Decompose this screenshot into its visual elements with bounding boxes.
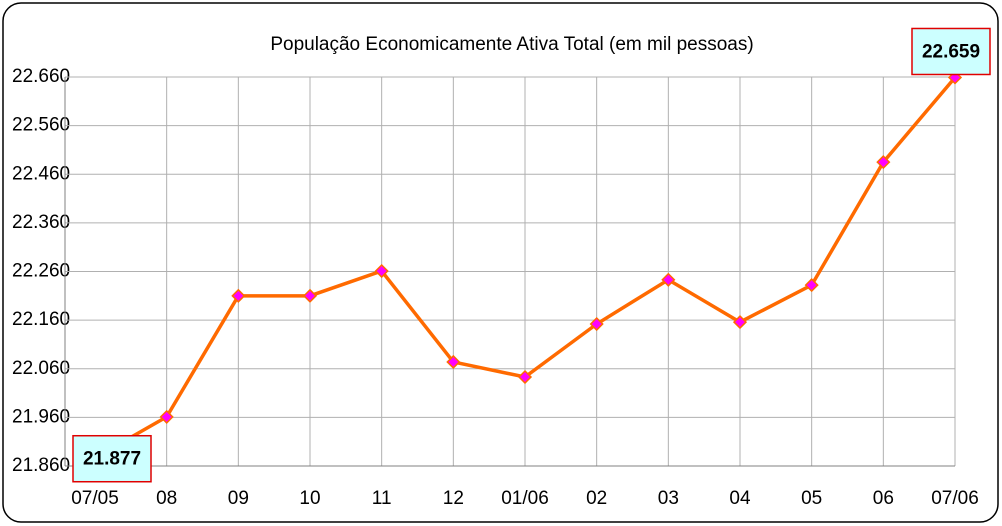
- x-tick-label: 05: [801, 488, 822, 509]
- x-tick-label: 07/05: [71, 488, 119, 509]
- data-label-box: [911, 27, 991, 76]
- y-tick-label: 21.960: [12, 406, 70, 427]
- marker: [732, 315, 748, 330]
- y-tick-label: 22.160: [12, 309, 70, 330]
- y-tick-label: 21.860: [12, 455, 70, 476]
- x-tick-label: 04: [729, 488, 751, 509]
- x-tick-label: 08: [156, 488, 177, 509]
- x-tick-label: 09: [228, 488, 249, 509]
- y-tick-label: 22.260: [12, 261, 70, 282]
- x-tick-label: 07/06: [931, 488, 979, 509]
- y-tick-label: 22.560: [12, 115, 70, 136]
- y-tick-label: 22.660: [12, 66, 70, 87]
- marker: [517, 369, 533, 385]
- data-label: 21.877: [83, 449, 141, 470]
- marker: [661, 272, 676, 287]
- data-label-box: [72, 434, 152, 483]
- x-tick-label: 02: [586, 488, 607, 509]
- y-tick-label: 22.360: [12, 212, 70, 233]
- x-tick-label: 06: [873, 488, 894, 509]
- marker: [374, 263, 389, 279]
- x-tick-label: 03: [658, 488, 679, 509]
- chart-title: População Economicamente Ativa Total (em…: [270, 34, 753, 55]
- y-tick-label: 22.060: [12, 358, 70, 379]
- marker: [589, 316, 604, 332]
- x-tick-label: 10: [299, 488, 320, 509]
- y-tick-label: 22.460: [12, 163, 70, 184]
- marker: [876, 155, 891, 170]
- data-label: 22.659: [922, 42, 980, 63]
- marker: [302, 288, 318, 303]
- x-tick-label: 11: [372, 488, 392, 509]
- x-tick-label: 12: [443, 488, 464, 509]
- marker: [159, 409, 174, 424]
- marker: [804, 278, 819, 293]
- marker: [231, 288, 246, 303]
- marker: [446, 354, 461, 370]
- x-tick-label: 01/06: [501, 488, 549, 509]
